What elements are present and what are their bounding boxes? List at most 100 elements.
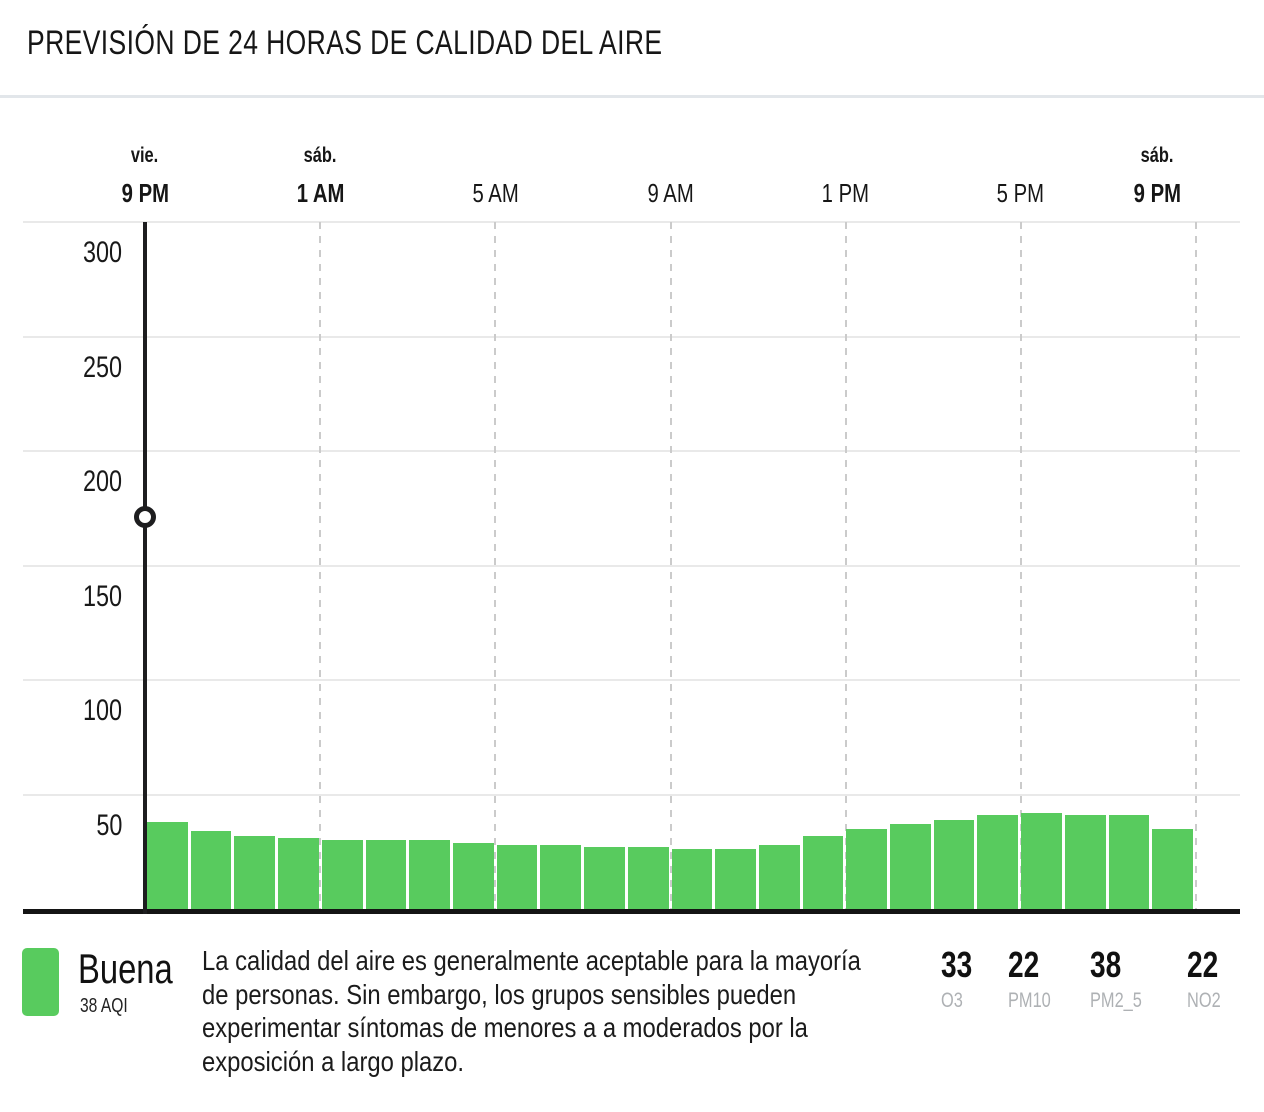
pollutant-column: 33 O3 — [941, 946, 981, 1012]
label-text: 22 — [1187, 944, 1219, 985]
y-gridline — [23, 335, 1240, 338]
aqi-bar[interactable] — [977, 815, 1018, 909]
aqi-bar[interactable] — [628, 847, 669, 909]
chart-baseline — [23, 909, 1240, 914]
label-text: 150 — [82, 579, 122, 613]
aqi-bar[interactable] — [1109, 815, 1149, 909]
label-text: 9 AM — [647, 178, 694, 208]
current-time-line — [143, 222, 147, 914]
label-text: O3 — [941, 989, 963, 1012]
label-text: vie. — [131, 144, 159, 167]
label-text: 50 — [95, 808, 122, 842]
y-gridline — [23, 564, 1240, 567]
x-tick-time-label: 1 PM — [726, 179, 966, 207]
label-text: 22 — [1008, 944, 1040, 985]
x-tick-day-label: sáb. — [200, 145, 440, 167]
y-tick-label: 250 — [0, 350, 122, 384]
x-gridline-dashed — [669, 222, 672, 909]
aqi-bar[interactable] — [759, 845, 800, 909]
x-tick-time-label: 9 PM — [25, 179, 265, 207]
aqi-bar[interactable] — [1065, 815, 1106, 909]
aqi-value-label: 38 AQI — [80, 995, 128, 1017]
aqi-bar[interactable] — [890, 824, 931, 909]
x-tick-time-label: 9 AM — [551, 179, 791, 207]
aqi-bar[interactable] — [540, 845, 581, 909]
aqi-bar[interactable] — [191, 831, 231, 909]
label-text: 33 — [941, 944, 973, 985]
description-line: de personas. Sin embargo, los grupos sen… — [202, 978, 797, 1010]
aqi-bar[interactable] — [147, 822, 188, 909]
aqi-bar[interactable] — [453, 843, 494, 909]
aqi-category-label: Buena — [78, 945, 173, 992]
y-tick-label: 200 — [0, 467, 122, 497]
label-text: 5 PM — [997, 178, 1045, 208]
label-text: PM10 — [1008, 989, 1051, 1012]
y-gridline — [23, 793, 1240, 796]
aqi-bar[interactable] — [1021, 813, 1062, 909]
aqi-bar[interactable] — [846, 829, 887, 909]
label-text: 1 AM — [296, 178, 345, 208]
label-text: 38 — [1090, 944, 1122, 985]
x-gridline-dashed — [1019, 222, 1022, 909]
aqi-category-swatch — [22, 948, 59, 1016]
label-text: 300 — [82, 236, 122, 269]
x-gridline-dashed — [844, 222, 847, 909]
label-text: 9 PM — [121, 178, 169, 208]
x-tick-time-label: 5 PM — [901, 179, 1141, 207]
label-text: NO2 — [1187, 989, 1221, 1012]
pollutant-column: 22 PM10 — [1008, 946, 1063, 1012]
aqi-bar[interactable] — [803, 836, 843, 909]
aqi-bar[interactable] — [409, 840, 450, 909]
y-gridline — [23, 450, 1240, 452]
page-title: PREVISIÓN DE 24 HORAS DE CALIDAD DEL AIR… — [27, 24, 663, 62]
label-text: PM2_5 — [1090, 989, 1142, 1012]
aqi-bar[interactable] — [1152, 829, 1193, 909]
label-text: 100 — [82, 694, 122, 727]
pollutant-label: O3 — [941, 990, 981, 1012]
y-gridline — [23, 221, 1240, 223]
aqi-bar[interactable] — [934, 820, 974, 909]
y-tick-label: 50 — [0, 808, 122, 842]
y-tick-label: 100 — [0, 696, 122, 726]
y-tick-label: 300 — [0, 238, 122, 268]
label-text: 200 — [82, 465, 122, 498]
aqi-bar[interactable] — [366, 840, 406, 909]
aqi-bar[interactable] — [278, 838, 319, 909]
y-gridline — [23, 679, 1240, 681]
aqi-bar[interactable] — [672, 849, 712, 909]
label-text: sáb. — [1140, 144, 1174, 167]
x-tick-time-label: 9 PM — [1037, 179, 1264, 207]
y-tick-label: 150 — [0, 579, 122, 613]
label-text: 5 AM — [472, 178, 519, 208]
label-text: sáb. — [303, 144, 337, 167]
aqi-forecast-chart: 50 100 150 200 250 300 vie. 9 PM sáb. 1 AM 5 AM 9 A… — [0, 145, 1264, 914]
description-line: La calidad del aire es generalmente acep… — [202, 945, 861, 976]
description-line: experimentar síntomas de menores a a mod… — [202, 1012, 808, 1043]
pollutant-value: 38 — [1090, 946, 1157, 984]
pollutant-label: PM2_5 — [1090, 990, 1157, 1012]
pollutant-label: PM10 — [1008, 990, 1063, 1012]
x-tick-day-label: sáb. — [1037, 145, 1264, 167]
label-text: 9 PM — [1133, 178, 1181, 208]
x-gridline-dashed — [494, 222, 497, 909]
current-time-handle[interactable] — [134, 506, 156, 528]
pollutant-value: 33 — [941, 946, 981, 984]
aqi-bar[interactable] — [234, 836, 275, 909]
x-tick-time-label: 1 AM — [200, 179, 440, 207]
x-gridline-dashed — [319, 222, 322, 909]
pollutant-label: NO2 — [1187, 990, 1230, 1012]
pollutant-value: 22 — [1187, 946, 1230, 984]
x-tick-day-label: vie. — [25, 145, 265, 167]
header-divider — [0, 95, 1264, 98]
aqi-bar[interactable] — [715, 849, 756, 909]
aqi-bar[interactable] — [584, 847, 625, 909]
aqi-description: La calidad del aire es generalmente acep… — [202, 944, 977, 1078]
description-line: exposición a largo plazo. — [202, 1045, 464, 1077]
aqi-bar[interactable] — [322, 840, 363, 909]
aqi-bar[interactable] — [497, 845, 537, 909]
label-text: 250 — [82, 350, 122, 384]
x-tick-time-label: 5 AM — [375, 179, 615, 207]
label-text: 1 PM — [821, 178, 870, 208]
pollutant-column: 38 PM2_5 — [1090, 946, 1157, 1012]
